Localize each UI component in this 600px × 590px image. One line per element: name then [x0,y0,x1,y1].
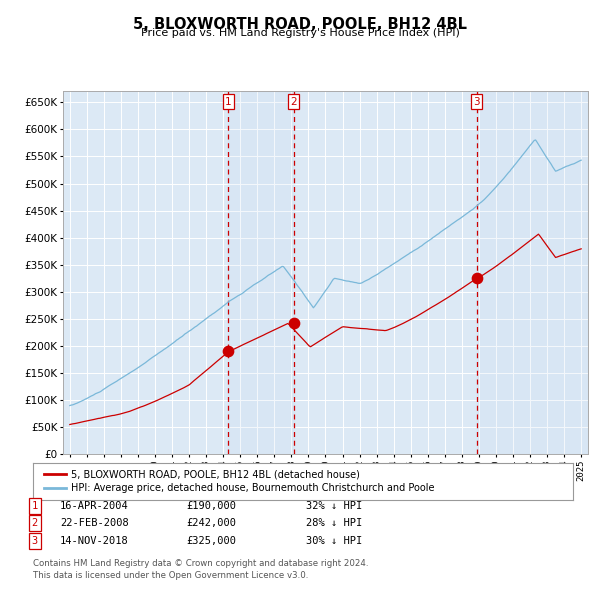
Bar [228,91,294,454]
Text: 22-FEB-2008: 22-FEB-2008 [60,519,129,528]
Text: 3: 3 [32,536,38,546]
Text: 2: 2 [32,519,38,528]
Text: Price paid vs. HM Land Registry's House Price Index (HPI): Price paid vs. HM Land Registry's House … [140,28,460,38]
Text: 2: 2 [290,97,297,107]
Text: £242,000: £242,000 [186,519,236,528]
Text: £325,000: £325,000 [186,536,236,546]
Point [223,347,233,356]
Text: 5, BLOXWORTH ROAD, POOLE, BH12 4BL: 5, BLOXWORTH ROAD, POOLE, BH12 4BL [133,17,467,31]
Text: 1: 1 [32,501,38,510]
Text: 3: 3 [473,97,480,107]
Point [472,274,481,283]
Point [289,319,299,328]
Text: Contains HM Land Registry data © Crown copyright and database right 2024.
This d: Contains HM Land Registry data © Crown c… [33,559,368,580]
Text: 1: 1 [225,97,232,107]
Text: 30% ↓ HPI: 30% ↓ HPI [306,536,362,546]
Text: 16-APR-2004: 16-APR-2004 [60,501,129,510]
Text: 14-NOV-2018: 14-NOV-2018 [60,536,129,546]
Bar [476,91,588,454]
Text: 28% ↓ HPI: 28% ↓ HPI [306,519,362,528]
Text: £190,000: £190,000 [186,501,236,510]
Legend: 5, BLOXWORTH ROAD, POOLE, BH12 4BL (detached house), HPI: Average price, detache: 5, BLOXWORTH ROAD, POOLE, BH12 4BL (deta… [41,466,438,497]
Text: 32% ↓ HPI: 32% ↓ HPI [306,501,362,510]
